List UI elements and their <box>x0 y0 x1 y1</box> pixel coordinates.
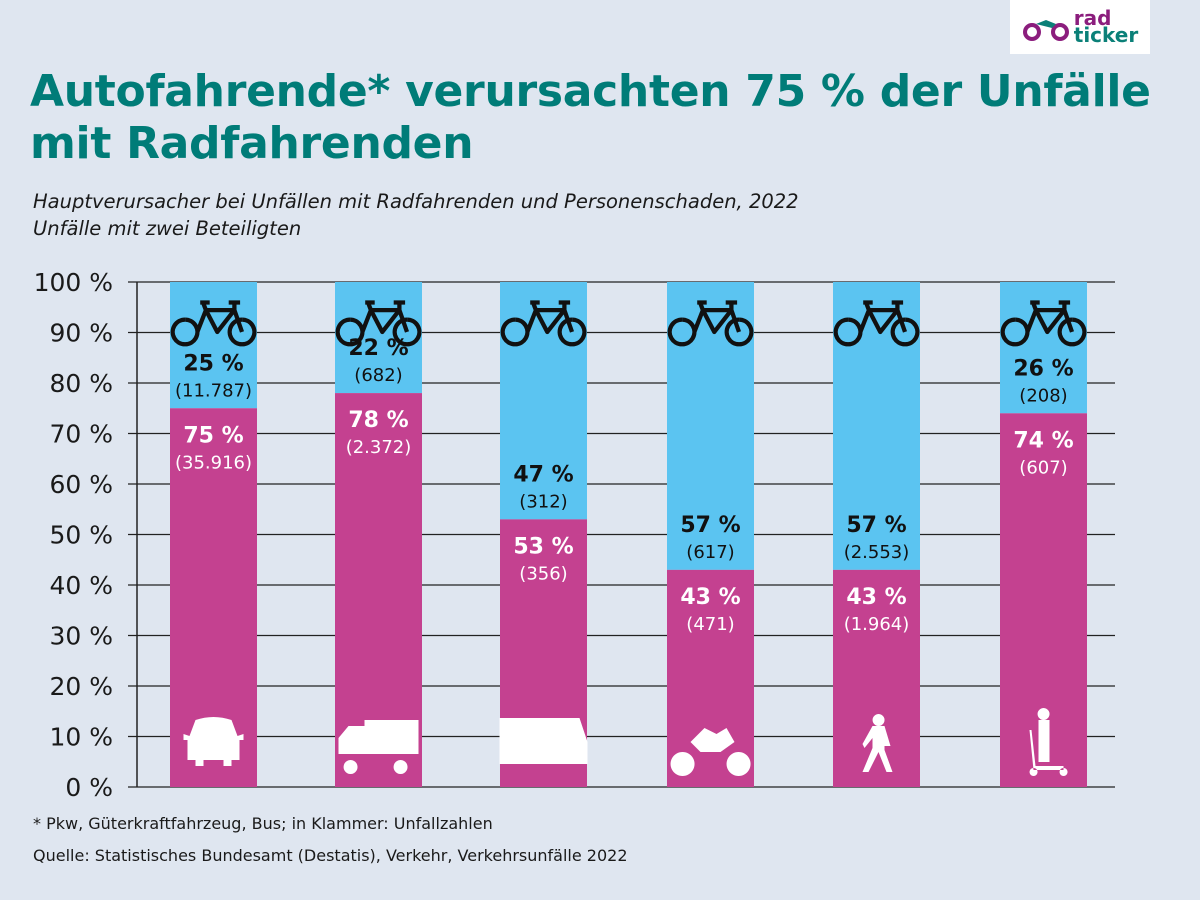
y-tick-label: 30 % <box>49 622 113 651</box>
other-percent-label: 43 % <box>846 585 906 610</box>
y-tick-label: 10 % <box>49 723 113 752</box>
bicycle-icon <box>833 300 920 347</box>
bicycle-count-label: (617) <box>686 542 734 563</box>
bicycle-count-label: (2.553) <box>844 542 910 563</box>
subtitle-line-2: Unfälle mit zwei Beteiligten <box>33 217 302 240</box>
y-tick-label: 60 % <box>49 470 113 499</box>
car-icon <box>183 717 244 766</box>
bicycle-icon <box>335 300 422 347</box>
bar-segment-bicycle <box>1000 282 1087 414</box>
chart-title: Autofahrende* verursachten 75 % der Unfä… <box>30 66 1151 169</box>
bicycle-icon <box>667 300 754 347</box>
bicycle-count-label: (682) <box>354 365 402 386</box>
other-percent-label: 74 % <box>1013 428 1073 453</box>
y-tick-label: 70 % <box>49 420 113 449</box>
radticker-logo: rad ticker <box>1010 0 1150 54</box>
other-percent-label: 43 % <box>680 585 740 610</box>
source-note: Quelle: Statistisches Bundesamt (Destati… <box>33 846 628 865</box>
subtitle-line-1: Hauptverursacher bei Unfällen mit Radfah… <box>33 190 799 213</box>
bicycle-percent-label: 26 % <box>1013 356 1073 381</box>
y-tick-label: 50 % <box>49 521 113 550</box>
bicycle-count-label: (312) <box>519 491 567 512</box>
truck-icon <box>338 720 419 774</box>
other-count-label: (35.916) <box>175 452 252 473</box>
y-tick-label: 90 % <box>49 319 113 348</box>
y-tick-label: 0 % <box>65 773 113 802</box>
bus-icon <box>499 718 588 764</box>
other-count-label: (2.372) <box>346 437 412 458</box>
other-count-label: (471) <box>686 614 734 635</box>
logo-text-rad: rad <box>1073 6 1112 30</box>
other-percent-label: 75 % <box>183 423 243 448</box>
bicycle-count-label: (11.787) <box>175 380 252 401</box>
pedestrian-icon <box>862 714 893 772</box>
bicycle-icon <box>1000 300 1087 347</box>
bicycle-count-label: (208) <box>1019 385 1067 406</box>
other-percent-label: 78 % <box>348 408 408 433</box>
y-tick-label: 80 % <box>49 369 113 398</box>
bicycle-percent-label: 22 % <box>348 336 408 361</box>
other-count-label: (1.964) <box>844 614 910 635</box>
bicycle-icon <box>500 300 587 347</box>
y-tick-label: 100 % <box>34 268 113 297</box>
bar-segment-bicycle <box>335 282 422 394</box>
y-tick-label: 20 % <box>49 672 113 701</box>
bicycle-icon <box>170 300 257 347</box>
logo-text-ticker: ticker <box>1073 23 1139 47</box>
bicycle-percent-label: 47 % <box>513 462 573 487</box>
other-count-label: (607) <box>1019 457 1067 478</box>
chart-subtitle: Hauptverursacher bei Unfällen mit Radfah… <box>33 188 799 242</box>
bicycle-percent-label: 25 % <box>183 351 243 376</box>
bicycle-percent-label: 57 % <box>846 513 906 538</box>
bicycle-percent-label: 57 % <box>680 513 740 538</box>
other-percent-label: 53 % <box>513 534 573 559</box>
y-tick-label: 40 % <box>49 571 113 600</box>
motorcycle-icon <box>670 728 751 776</box>
other-count-label: (356) <box>519 563 567 584</box>
logo-bike-icon <box>1022 20 1069 41</box>
scooter-icon <box>1029 708 1068 776</box>
footnote: * Pkw, Güterkraftfahrzeug, Bus; in Klamm… <box>33 814 493 833</box>
